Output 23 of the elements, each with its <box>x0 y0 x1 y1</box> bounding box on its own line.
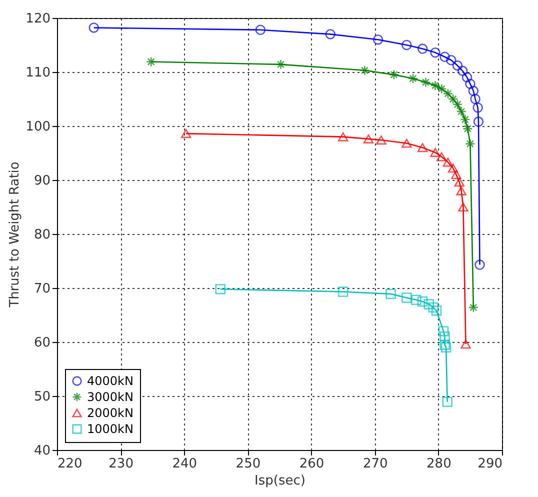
x-tick-label: 270 <box>362 456 388 472</box>
x-tick-label: 250 <box>236 456 261 472</box>
legend-label: 3000kN <box>87 390 134 404</box>
legend-label: 1000kN <box>87 422 134 436</box>
y-tick-label: 40 <box>34 444 50 458</box>
y-tick-label: 70 <box>34 282 50 296</box>
x-tick-label: 260 <box>299 456 324 472</box>
y-tick-label: 120 <box>26 12 50 26</box>
x-tick-label: 290 <box>478 456 502 472</box>
y-tick-label: 80 <box>34 228 50 242</box>
y-tick-label: 100 <box>26 120 50 134</box>
x-tick-label: 240 <box>172 456 198 472</box>
y-tick-label: 60 <box>34 336 50 350</box>
legend-label: 4000kN <box>87 374 134 388</box>
y-tick-label: 90 <box>34 174 50 188</box>
x-tick-label: 220 <box>58 456 82 472</box>
x-tick-label: 280 <box>426 456 452 472</box>
x-axis-title: Isp(sec) <box>254 474 306 488</box>
x-tick-label: 230 <box>108 456 134 472</box>
y-axis-title: Thrust to Weight Ratio <box>8 162 23 308</box>
legend-label: 2000kN <box>87 406 134 420</box>
y-tick-label: 50 <box>34 390 50 404</box>
y-tick-label: 110 <box>26 66 50 80</box>
